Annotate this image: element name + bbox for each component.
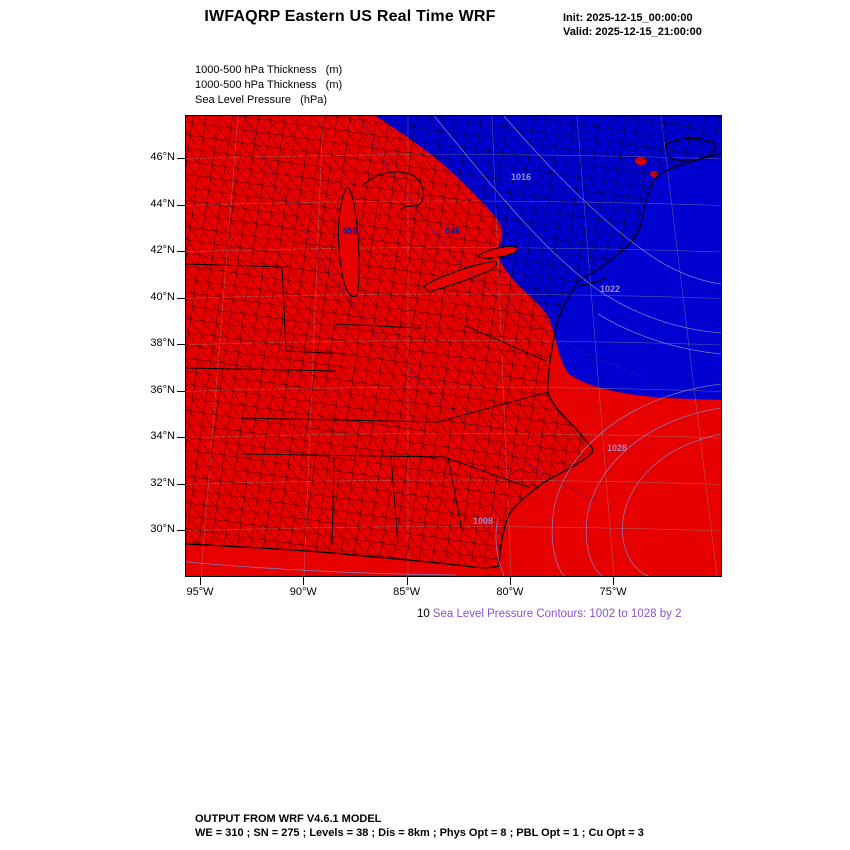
- lat-tick-label: 46°N: [150, 151, 175, 163]
- legend-line-thickness-1: 1000-500 hPa Thickness (m): [195, 64, 343, 76]
- footer-model-line: OUTPUT FROM WRF V4.6.1 MODEL: [195, 813, 382, 825]
- map-plot: [186, 116, 721, 576]
- slp-caption-text: Sea Level Pressure Contours: 1002 to 102…: [432, 608, 682, 620]
- footer-config-line: WE = 310 ; SN = 275 ; Levels = 38 ; Dis …: [195, 827, 644, 839]
- lon-tick-label: 80°W: [496, 586, 524, 598]
- lon-tick-mark: [200, 577, 201, 585]
- init-time: Init: 2025-12-15_00:00:00: [563, 12, 693, 24]
- state-boundaries: [186, 263, 549, 547]
- lon-tick-mark: [406, 577, 408, 585]
- lat-tick-label: 42°N: [150, 244, 175, 256]
- great-lakes-outline: [338, 171, 519, 298]
- field-legend: 1000-500 hPa Thickness (m) 1000-500 hPa …: [195, 63, 342, 108]
- lon-tick-mark: [509, 577, 511, 585]
- valid-time: Valid: 2025-12-15_21:00:00: [563, 26, 702, 38]
- lat-tick-mark: [177, 483, 185, 485]
- lon-tick-label: 85°W: [393, 586, 421, 598]
- lat-tick-mark: [177, 390, 185, 392]
- lat-tick-label: 38°N: [150, 337, 175, 349]
- lon-tick-mark: [613, 577, 615, 585]
- lat-tick-label: 40°N: [150, 290, 175, 303]
- lon-tick-label: 95°W: [186, 586, 214, 598]
- legend-line-slp: Sea Level Pressure (hPa): [195, 94, 328, 106]
- lat-tick-mark: [177, 158, 185, 159]
- map-area: [185, 115, 722, 577]
- page-title: IWFAQRP Eastern US Real Time WRF: [204, 8, 496, 25]
- lat-tick-label: 44°N: [150, 197, 175, 210]
- lat-tick-mark: [177, 204, 185, 206]
- model-footer: OUTPUT FROM WRF V4.6.1 MODEL WE = 310 ; …: [195, 812, 644, 840]
- lon-tick-mark: [303, 577, 305, 585]
- lat-tick-label: 34°N: [150, 430, 175, 442]
- lat-tick-mark: [177, 251, 185, 252]
- coastline-path: [186, 137, 721, 569]
- lat-tick-label: 36°N: [150, 383, 175, 396]
- lon-tick-label: 75°W: [599, 586, 627, 598]
- lat-tick-mark: [177, 530, 185, 531]
- lat-tick-mark: [177, 297, 185, 299]
- thickness-contours: [243, 116, 649, 503]
- slp-contours: [186, 116, 721, 576]
- lat-tick-mark: [177, 437, 185, 438]
- run-times: Init: 2025-12-15_00:00:00 Valid: 2025-12…: [563, 11, 702, 39]
- legend-line-thickness-2: 1000-500 hPa Thickness (m): [195, 79, 343, 91]
- lat-tick-mark: [177, 344, 185, 345]
- lat-tick-label: 30°N: [150, 523, 175, 535]
- slp-caption-prefix: 10: [417, 608, 430, 620]
- slp-caption: 10 Sea Level Pressure Contours: 1002 to 1…: [417, 608, 681, 620]
- lat-tick-label: 32°N: [150, 476, 175, 489]
- lon-tick-label: 90°W: [289, 586, 317, 598]
